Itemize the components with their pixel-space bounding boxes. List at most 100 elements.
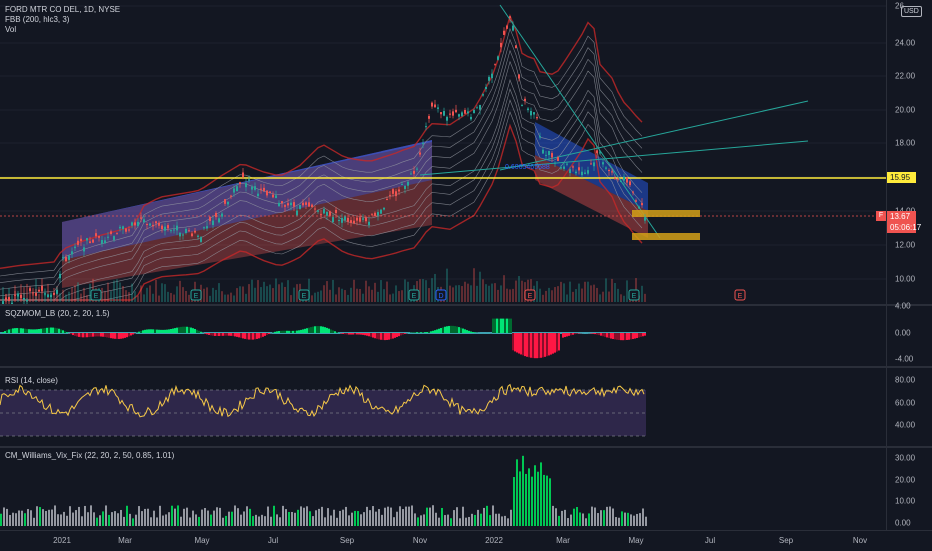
event-marker[interactable]: E <box>299 290 309 300</box>
momentum-bar <box>354 333 356 334</box>
vixfix-label[interactable]: CM_Williams_Vix_Fix (22, 20, 2, 50, 0.85… <box>5 451 174 461</box>
event-marker[interactable]: D <box>436 290 446 300</box>
momentum-bar <box>394 333 396 338</box>
momentum-bar <box>166 330 168 333</box>
vix-bar <box>195 514 197 526</box>
volume-indicator-label[interactable]: Vol <box>5 25 120 35</box>
event-marker[interactable]: E <box>409 290 419 300</box>
event-marker[interactable]: E <box>525 290 535 300</box>
last-price-marker: F <box>876 211 886 221</box>
volume-bar <box>185 291 187 302</box>
volume-bar <box>119 283 121 302</box>
event-marker[interactable]: E <box>191 290 201 300</box>
vix-bar <box>93 512 95 526</box>
momentum-bar <box>66 332 68 333</box>
candle-body <box>200 237 202 242</box>
event-marker[interactable]: E <box>735 290 745 300</box>
momentum-bar <box>634 333 636 339</box>
volume-bar <box>374 283 376 302</box>
candle-body <box>599 152 601 153</box>
vix-bar <box>441 508 443 526</box>
candle-body <box>551 153 553 157</box>
vix-bar <box>417 517 419 526</box>
candle-body <box>584 173 586 174</box>
momentum-bar <box>494 319 496 333</box>
momentum-bar <box>418 332 420 333</box>
volume-bar <box>134 291 136 302</box>
momentum-bar <box>376 333 378 339</box>
vixfix-axis[interactable]: 30.00 20.00 10.00 0.00 <box>886 448 932 530</box>
momentum-bar <box>252 333 254 340</box>
squeeze-momentum-chart[interactable] <box>0 306 886 366</box>
volume-bar <box>212 288 214 302</box>
volume-bar <box>584 282 586 302</box>
rsi-chart[interactable] <box>0 368 886 446</box>
vix-bar <box>9 515 11 526</box>
vix-bar <box>198 517 200 526</box>
momentum-bar <box>16 328 18 333</box>
symbol-title[interactable]: FORD MTR CO DEL, 1D, NYSE <box>5 5 120 15</box>
volume-bar <box>80 294 82 302</box>
momentum-bar <box>216 333 218 336</box>
candle-body <box>185 229 187 233</box>
momentum-bar <box>552 333 554 354</box>
vix-bar <box>45 511 47 526</box>
volume-bar <box>239 286 241 302</box>
time-tick: Nov <box>413 536 427 545</box>
volume-bar <box>497 290 499 302</box>
momentum-bar <box>442 327 444 333</box>
event-marker[interactable]: E <box>91 290 101 300</box>
currency-badge[interactable]: USD <box>901 6 922 17</box>
momentum-bar <box>310 327 312 333</box>
momentum-bar <box>320 326 322 333</box>
price-tick: 20.00 <box>895 106 915 115</box>
candle-body <box>83 247 85 251</box>
momentum-bar <box>594 333 596 334</box>
candle-body <box>446 117 448 121</box>
rsi-label[interactable]: RSI (14, close) <box>5 376 58 386</box>
momentum-bar <box>248 333 250 340</box>
momentum-bar <box>436 329 438 333</box>
candle-body <box>386 199 388 200</box>
vix-bar <box>492 505 494 526</box>
volume-bar <box>272 288 274 302</box>
candle-body <box>608 170 610 171</box>
fbb-indicator-label[interactable]: FBB (200, hlc3, 3) <box>5 15 120 25</box>
momentum-bar <box>396 333 398 337</box>
vix-bar <box>81 516 83 526</box>
squeeze-axis[interactable]: 4.00 0.00 -4.00 <box>886 306 932 366</box>
momentum-bar <box>384 333 386 340</box>
vix-bar <box>132 518 134 526</box>
momentum-bar <box>604 333 606 337</box>
momentum-bar <box>178 327 180 333</box>
vix-bar <box>435 513 437 526</box>
candle-body <box>266 190 268 195</box>
momentum-bar <box>88 333 90 337</box>
vix-bar <box>504 516 506 526</box>
event-marker[interactable]: E <box>629 290 639 300</box>
rsi-axis[interactable]: 80.00 60.00 40.00 <box>886 368 932 446</box>
volume-bar <box>173 295 175 302</box>
volume-bar <box>608 292 610 302</box>
momentum-bar <box>102 333 104 337</box>
volume-bar <box>206 287 208 302</box>
volume-bar <box>611 279 613 302</box>
momentum-bar <box>542 333 544 357</box>
momentum-bar <box>368 333 370 336</box>
volume-bar <box>425 280 427 302</box>
volume-bar <box>290 295 292 302</box>
rsi-tick: 60.00 <box>895 399 915 408</box>
candle-body <box>251 187 253 190</box>
momentum-bar <box>292 331 294 333</box>
price-axis[interactable]: 2624.0022.0020.0018.0016.0014.0012.0010.… <box>886 0 932 304</box>
candle-body <box>341 218 343 223</box>
momentum-bar <box>504 319 506 333</box>
vix-bar <box>501 516 503 526</box>
squeeze-label[interactable]: SQZMOM_LB (20, 2, 20, 1.5) <box>5 309 109 319</box>
momentum-bar <box>112 333 114 339</box>
momentum-bar <box>124 333 126 338</box>
vixfix-tick: 0.00 <box>895 519 911 528</box>
vix-bar <box>540 462 542 526</box>
vix-bar <box>78 507 80 526</box>
